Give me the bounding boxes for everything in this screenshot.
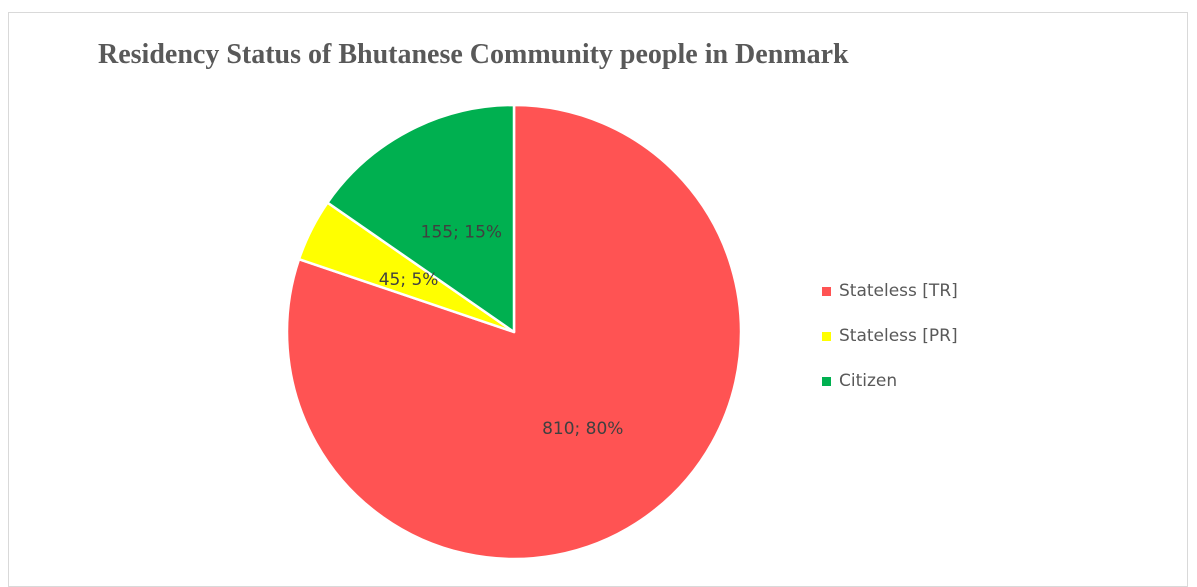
pie-slices xyxy=(285,103,743,561)
pie-slice-stateless-tr xyxy=(285,103,743,561)
legend-swatch-stateless-tr xyxy=(822,286,831,296)
legend-swatch-stateless-pr xyxy=(822,331,831,341)
chart-title: Residency Status of Bhutanese Community … xyxy=(98,39,849,70)
legend-item-stateless-tr: Stateless [TR] xyxy=(822,280,958,302)
data-label-stateless-tr: 810; 80% xyxy=(542,419,623,439)
legend-label-stateless-tr: Stateless [TR] xyxy=(839,281,958,301)
legend-item-stateless-pr: Stateless [PR] xyxy=(822,325,958,347)
pie-slice-citizen xyxy=(326,103,516,334)
legend-label-stateless-pr: Stateless [PR] xyxy=(839,326,958,346)
data-label-citizen: 155; 15% xyxy=(421,222,502,242)
legend-swatch-citizen xyxy=(822,376,831,386)
chart-legend: Stateless [TR] Stateless [PR] Citizen xyxy=(822,280,958,415)
legend-item-citizen: Citizen xyxy=(822,370,958,392)
data-label-stateless-pr: 45; 5% xyxy=(379,270,439,290)
legend-label-citizen: Citizen xyxy=(839,371,898,391)
pie-slice-labels: 810; 80% 45; 5% 155; 15% xyxy=(379,222,624,438)
